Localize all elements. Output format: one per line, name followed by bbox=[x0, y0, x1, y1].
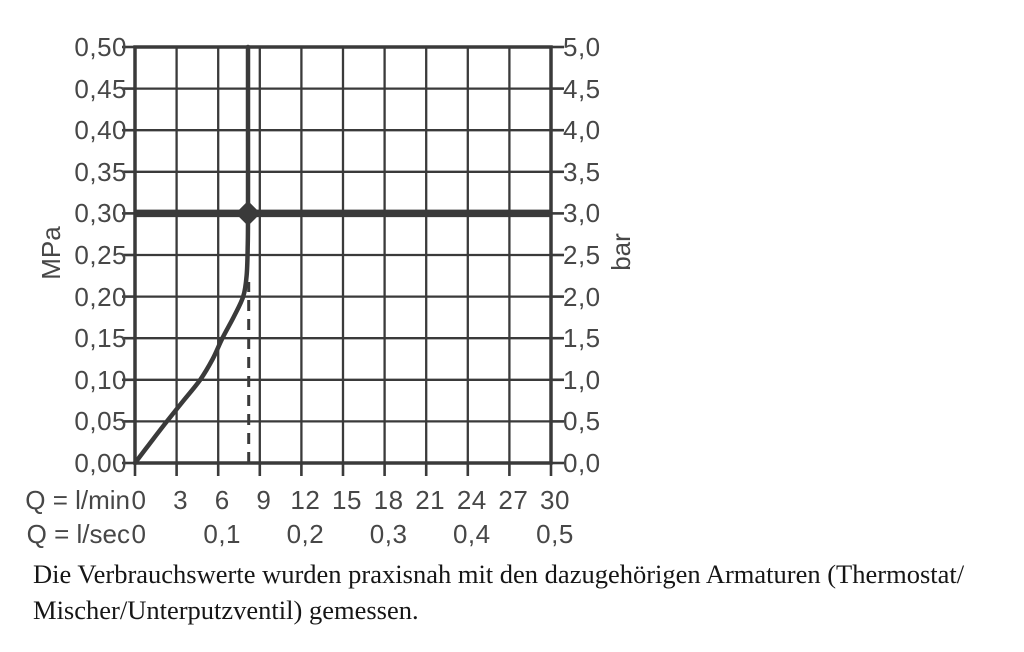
y-axis-right-tick-label: 2,5 bbox=[563, 240, 601, 270]
x-axis-lsec-row-label: Q = l/sec bbox=[26, 519, 130, 549]
y-axis-left-tick-label: 0,05 bbox=[74, 406, 127, 437]
y-axis-right-tick-label: 1,0 bbox=[563, 364, 601, 395]
x-axis-lmin-tick-label: 0 bbox=[131, 485, 147, 515]
x-axis-lmin-tick-label: 24 bbox=[456, 485, 487, 515]
y-axis-left-tick-label: 0,35 bbox=[74, 156, 127, 187]
x-axis-lmin-tick-label: 27 bbox=[498, 485, 529, 515]
y-axis-left-unit-label: MPa bbox=[36, 226, 66, 280]
x-axis-lmin-row-label: Q = l/min bbox=[25, 485, 130, 515]
y-axis-left-tick-label: 0,25 bbox=[74, 240, 127, 270]
y-axis-left-tick-label: 0,30 bbox=[74, 198, 127, 229]
y-axis-right-tick-label: 4,5 bbox=[563, 73, 601, 104]
y-axis-right-tick-label: 5,0 bbox=[563, 32, 601, 62]
x-axis-lsec-tick-label: 0,1 bbox=[203, 519, 242, 549]
x-axis-lsec-tick-label: 0 bbox=[131, 519, 147, 549]
y-axis-left-tick-label: 0,00 bbox=[74, 448, 127, 478]
x-axis-lmin-tick-label: 3 bbox=[173, 485, 189, 515]
y-axis-left-tick-label: 0,15 bbox=[74, 323, 127, 354]
y-axis-right-tick-label: 0,0 bbox=[563, 448, 601, 478]
y-axis-right-tick-label: 1,5 bbox=[563, 323, 601, 354]
x-axis-lmin-tick-label: 15 bbox=[332, 485, 362, 515]
y-axis-right-tick-label: 4,0 bbox=[563, 115, 601, 146]
x-axis-lsec-tick-label: 0,2 bbox=[286, 519, 325, 549]
x-axis-lsec-tick-label: 0,5 bbox=[536, 519, 574, 549]
chart-grid bbox=[135, 47, 551, 463]
y-axis-right-tick-label: 3,0 bbox=[563, 198, 601, 229]
x-axis-lmin-tick-label: 30 bbox=[540, 485, 570, 515]
y-axis-right-tick-label: 0,5 bbox=[563, 406, 601, 437]
x-axis-lsec-tick-label: 0,3 bbox=[369, 519, 408, 549]
y-axis-right-tick-label: 2,0 bbox=[563, 281, 601, 312]
x-axis-lmin-tick-label: 12 bbox=[290, 485, 321, 515]
figure-caption: Die Verbrauchswerte wurden praxisnah mit… bbox=[33, 556, 993, 628]
caption-line-1: Die Verbrauchswerte wurden praxisnah mit… bbox=[33, 559, 965, 589]
axis-ticks bbox=[122, 45, 564, 476]
y-axis-right-tick-label: 3,5 bbox=[563, 156, 601, 187]
y-axis-left-tick-label: 0,10 bbox=[74, 364, 127, 395]
x-axis-lsec-tick-label: 0,4 bbox=[452, 519, 491, 549]
operating-point-marker bbox=[236, 201, 260, 225]
y-axis-left-tick-label: 0,20 bbox=[74, 281, 127, 312]
x-axis-lmin-tick-label: 9 bbox=[256, 485, 272, 515]
caption-line-2: Mischer/Unterputzventil) gemessen. bbox=[33, 595, 419, 625]
y-axis-left-tick-label: 0,45 bbox=[74, 73, 127, 104]
x-axis-lmin-tick-label: 6 bbox=[214, 485, 230, 515]
y-axis-left-tick-label: 0,40 bbox=[74, 115, 127, 146]
y-axis-left-tick-label: 0,50 bbox=[74, 32, 127, 62]
x-axis-lmin-tick-label: 21 bbox=[415, 485, 446, 515]
y-axis-right-unit-label: bar bbox=[606, 233, 636, 271]
x-axis-lmin-tick-label: 18 bbox=[373, 485, 404, 515]
